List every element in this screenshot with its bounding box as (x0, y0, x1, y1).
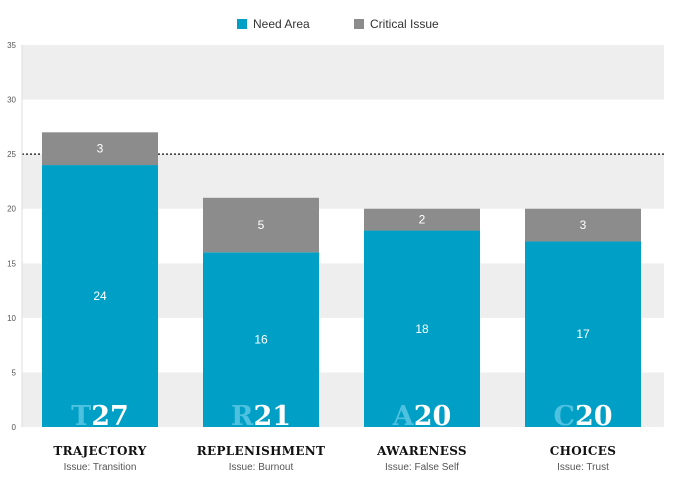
data-label-need-area: 16 (254, 333, 268, 347)
score-label: T27 (71, 401, 129, 432)
bar-critical-issue (525, 208, 641, 242)
legend-label-critical-issue: Critical Issue (370, 17, 439, 31)
legend: Need Area Critical Issue (237, 17, 439, 31)
data-label-need-area: 24 (93, 289, 107, 303)
legend-label-need-area: Need Area (253, 17, 310, 31)
bar-need-area (42, 165, 158, 428)
score-total: 27 (91, 401, 129, 432)
score-letter: R (231, 401, 254, 432)
score-label: R21 (231, 401, 291, 432)
category-issue-label: Issue: Trust (557, 462, 609, 473)
data-label-need-area: 18 (415, 322, 429, 336)
bar-need-area (525, 241, 641, 427)
y-tick-label: 30 (7, 96, 16, 105)
y-axis-ticks: 0 5 10 15 20 25 30 35 (7, 41, 16, 432)
grid-band (22, 45, 664, 100)
category-label: TRAJECTORY (53, 444, 146, 458)
bar-critical-issue (364, 208, 480, 231)
score-letter: A (392, 401, 415, 432)
y-tick-label: 0 (12, 423, 17, 432)
score-total: 20 (414, 401, 452, 432)
y-tick-label: 5 (12, 368, 17, 377)
score-letter: T (71, 401, 91, 432)
data-label-critical-issue: 5 (258, 218, 265, 232)
category-label: CHOICES (550, 444, 616, 458)
score-label: C20 (553, 401, 612, 432)
category-issue-label: Issue: False Self (385, 462, 459, 473)
y-tick-label: 15 (7, 259, 16, 268)
category-label: AWARENESS (376, 444, 467, 458)
bar-need-area (364, 230, 480, 427)
bar-need-area (203, 252, 319, 427)
category-labels: TRAJECTORY Issue: Transition REPLENISHMENT… (53, 444, 616, 473)
legend-swatch-need-area (237, 19, 247, 29)
category-issue-label: Issue: Burnout (229, 462, 294, 473)
y-tick-label: 20 (7, 205, 16, 214)
score-total: 20 (575, 401, 613, 432)
category-label: REPLENISHMENT (197, 444, 326, 458)
score-letter: C (553, 401, 575, 432)
y-tick-label: 10 (7, 314, 16, 323)
bar-critical-issue (203, 197, 319, 253)
y-tick-label: 25 (7, 150, 16, 159)
bar-critical-issue (42, 132, 158, 166)
score-label: A20 (392, 401, 452, 432)
category-issue-label: Issue: Transition (64, 462, 137, 473)
data-label-critical-issue: 3 (97, 142, 104, 156)
y-tick-label: 35 (7, 41, 16, 50)
data-label-critical-issue: 3 (580, 218, 587, 232)
data-label-critical-issue: 2 (419, 213, 426, 227)
legend-swatch-critical-issue (354, 19, 364, 29)
data-label-need-area: 17 (576, 327, 590, 341)
score-total: 21 (253, 401, 291, 432)
